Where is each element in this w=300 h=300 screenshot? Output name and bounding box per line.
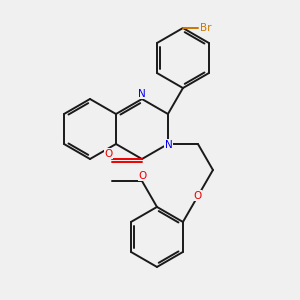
Text: O: O [138, 171, 147, 181]
Text: O: O [104, 148, 112, 159]
Text: N: N [138, 88, 146, 99]
Text: N: N [165, 140, 172, 150]
Text: O: O [193, 191, 202, 201]
Text: Br: Br [200, 23, 211, 33]
